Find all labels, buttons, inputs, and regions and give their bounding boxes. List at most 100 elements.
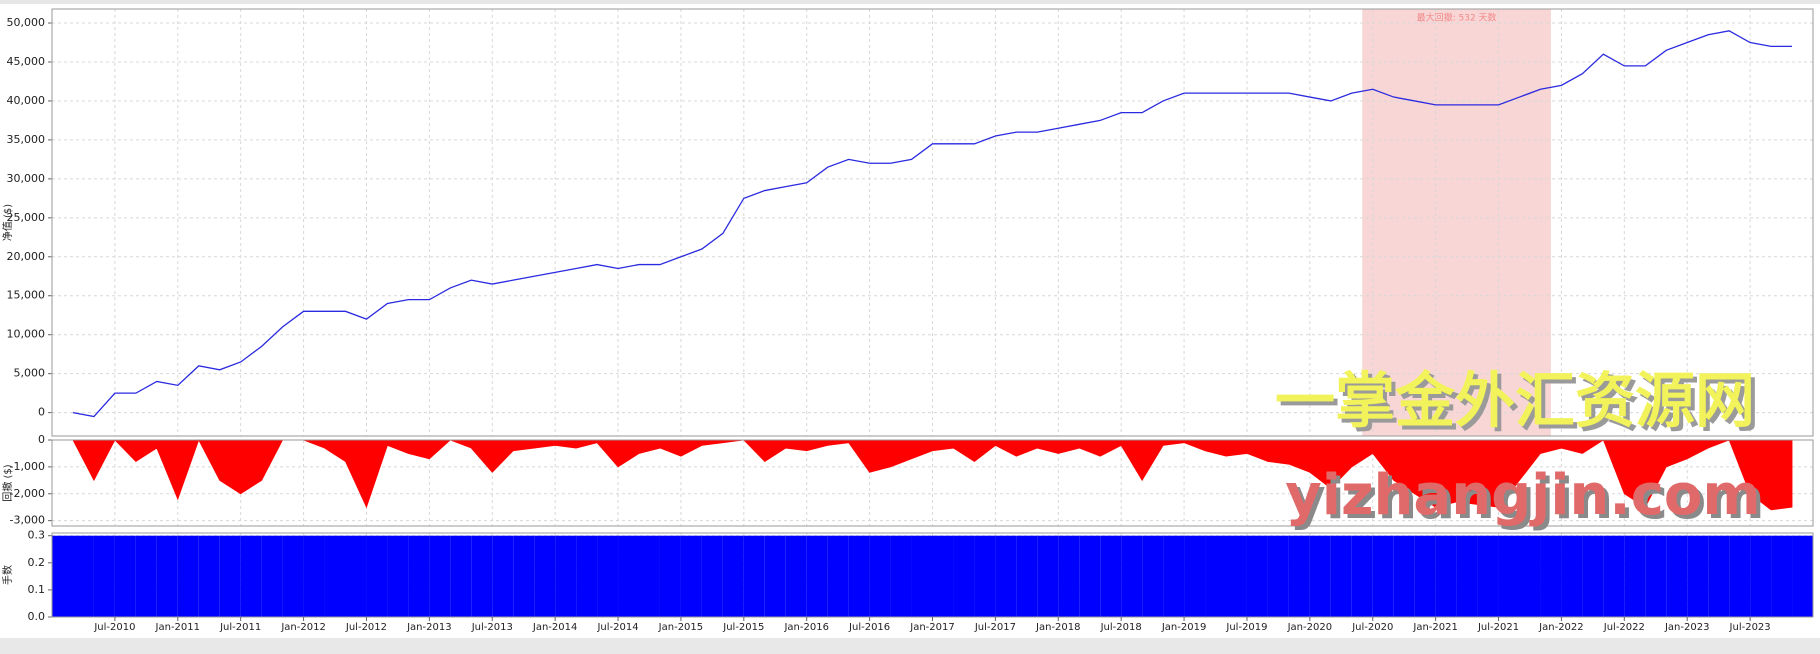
lot-bar	[52, 535, 94, 617]
lot-bar	[659, 535, 681, 617]
lot-bar	[1309, 535, 1331, 617]
x-tick-label: Jul-2014	[596, 622, 638, 633]
lot-bar	[1184, 535, 1206, 617]
y-axis-label: 手数	[1, 565, 14, 585]
lot-bar	[1603, 535, 1625, 617]
lot-bar	[93, 535, 115, 617]
lot-bar	[408, 535, 430, 617]
lot-bar	[555, 535, 577, 617]
lot-bar	[261, 535, 283, 617]
watermark-shadow: yizhangjin.com	[1289, 467, 1764, 532]
lot-bar	[995, 535, 1017, 617]
lot-bar	[576, 535, 598, 617]
x-tick-label: Jul-2016	[848, 622, 890, 633]
lot-bar	[1163, 535, 1185, 617]
x-tick-label: Jul-2023	[1729, 622, 1771, 633]
lot-bar	[1226, 535, 1247, 617]
lot-bar	[366, 535, 388, 617]
panel-frame	[51, 439, 1814, 527]
lot-bar	[1687, 535, 1709, 617]
y-tick-label: -1,000	[10, 460, 45, 473]
x-tick-label: Jan-2013	[406, 622, 451, 633]
lot-bar	[743, 535, 765, 617]
y-axis-label: 净值 ($)	[1, 204, 14, 241]
y-tick-label: 25,000	[7, 211, 46, 224]
x-tick-label: Jul-2013	[471, 622, 513, 633]
x-tick-label: Jan-2023	[1664, 622, 1709, 633]
y-tick-label: 10,000	[7, 328, 46, 341]
lot-bar	[198, 535, 220, 617]
watermark: yizhangjin.com	[1285, 463, 1760, 528]
lot-bar	[1037, 535, 1059, 617]
lot-bar	[1435, 535, 1457, 617]
lot-bar	[1142, 535, 1164, 617]
lot-bar	[953, 535, 975, 617]
lot-bar	[156, 535, 178, 617]
y-tick-label: -3,000	[10, 514, 45, 527]
lot-bar	[219, 535, 241, 617]
lot-bar	[303, 535, 325, 617]
watermark-shadow: 一掌金外汇资源网	[1279, 371, 1759, 441]
lot-bar	[1016, 535, 1038, 617]
y-tick-label: 45,000	[7, 55, 46, 68]
lot-bar	[722, 535, 744, 617]
x-tick-label: Jul-2010	[93, 622, 135, 633]
y-tick-label: 40,000	[7, 94, 46, 107]
x-tick-label: Jul-2020	[1351, 622, 1393, 633]
lot-bar	[1624, 535, 1646, 617]
x-tick-label: Jan-2015	[658, 622, 703, 633]
lot-bar	[1351, 535, 1373, 617]
bottom-strip	[0, 638, 1820, 654]
lot-bar	[1100, 535, 1122, 617]
drawdown-area	[72, 438, 1793, 511]
lot-bar	[177, 535, 199, 617]
x-tick-label: Jul-2015	[722, 622, 764, 633]
y-tick-label: 5,000	[14, 367, 46, 380]
lot-bar	[1561, 535, 1583, 617]
y-tick-label: -2,000	[10, 487, 45, 500]
lot-bar	[1058, 535, 1080, 617]
lot-bar	[1792, 535, 1813, 617]
lot-bar	[1750, 535, 1772, 617]
lot-bar	[785, 535, 807, 617]
lot-bar	[680, 535, 702, 617]
x-tick-label: Jan-2018	[1035, 622, 1080, 633]
lot-bar	[597, 535, 619, 617]
lot-bar	[806, 535, 828, 617]
lot-bar	[1645, 535, 1667, 617]
lot-bar	[1288, 535, 1310, 617]
lot-bar	[1477, 535, 1499, 617]
max-drawdown-region	[1362, 9, 1551, 436]
lot-bar	[1372, 535, 1394, 617]
y-axis-label: 回撤 ($)	[1, 464, 14, 501]
x-tick-label: Jul-2021	[1477, 622, 1519, 633]
lot-bar	[1582, 535, 1604, 617]
x-tick-label: Jan-2017	[909, 622, 954, 633]
lot-bar	[848, 535, 870, 617]
lot-bar	[890, 535, 912, 617]
x-tick-label: Jan-2011	[155, 622, 200, 633]
y-tick-label: 30,000	[7, 172, 46, 185]
lot-bar	[1079, 535, 1101, 617]
lot-bar	[387, 535, 409, 617]
y-tick-label: 50,000	[7, 16, 46, 29]
lot-bar	[1498, 535, 1520, 617]
y-tick-label: 0	[38, 406, 45, 419]
x-tick-label: Jan-2022	[1538, 622, 1583, 633]
lot-bar	[1267, 535, 1289, 617]
x-tick-label: Jan-2014	[532, 622, 577, 633]
lot-bar	[1393, 535, 1415, 617]
x-tick-label: Jul-2019	[1225, 622, 1267, 633]
y-tick-label: 0.2	[28, 556, 46, 569]
lot-bar	[1666, 535, 1688, 617]
lot-bar	[1729, 535, 1751, 617]
x-tick-label: Jan-2021	[1412, 622, 1457, 633]
lot-bar	[827, 535, 849, 617]
y-tick-label: 0	[38, 433, 45, 446]
x-tick-label: Jul-2018	[1100, 622, 1142, 633]
lot-bar	[1330, 535, 1352, 617]
lot-bar	[1540, 535, 1562, 617]
y-tick-label: 0.3	[28, 529, 46, 542]
